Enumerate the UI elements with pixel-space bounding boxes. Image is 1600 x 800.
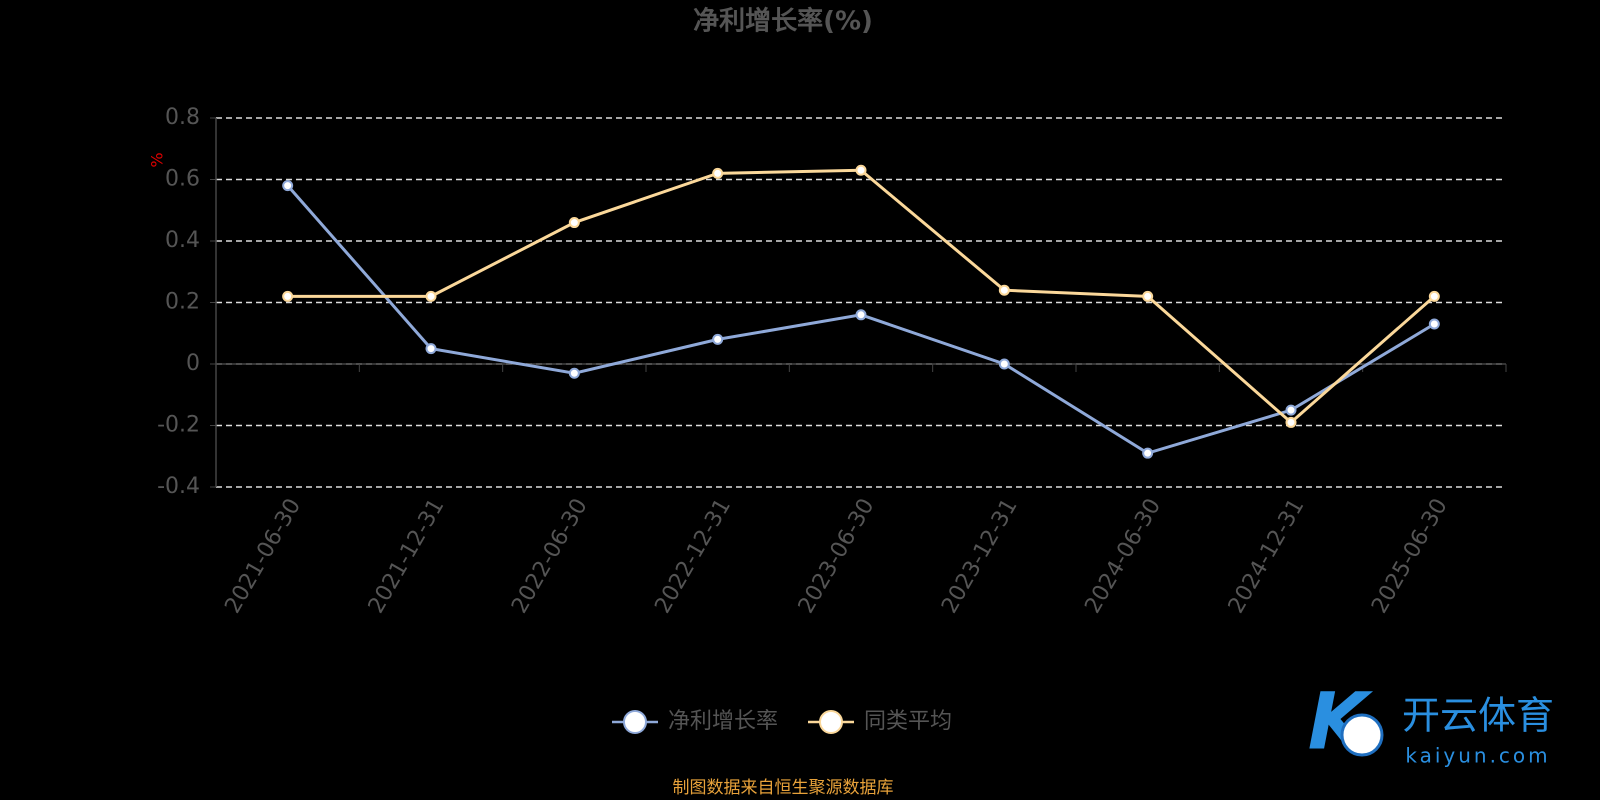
data-point [712,333,724,345]
y-tick-label: 0.2 [165,290,200,315]
legend-marker [819,710,843,734]
legend-label: 净利增长率 [668,709,778,734]
y-axis-label: % [148,152,167,167]
y-tick-label: 0.6 [165,167,200,192]
watermark-title: 开云体育 [1402,694,1554,738]
chart-title: 净利增长率(%) [693,6,873,37]
data-point [855,309,867,321]
data-point [998,358,1010,370]
x-tick-label: 2023-06-30 [794,495,880,618]
x-tick-label: 2022-06-30 [507,495,593,618]
watermark-subtitle: kaiyun.com [1405,744,1550,768]
data-point [712,167,724,179]
x-tick-label: 2025-06-30 [1367,495,1453,618]
x-tick-label: 2024-06-30 [1080,495,1166,618]
y-tick-label: 0 [186,351,200,376]
data-point [1142,447,1154,459]
x-tick-label: 2022-12-31 [650,495,736,618]
data-point [282,180,294,192]
watermark-ball [1340,713,1384,757]
legend-marker [623,710,647,734]
data-point [425,290,437,302]
data-point [855,164,867,176]
y-tick-label: -0.2 [157,413,200,438]
data-point [998,284,1010,296]
series-line [287,168,1436,425]
y-tick-label: 0.8 [165,105,200,130]
x-tick-label: 2021-12-31 [364,495,450,618]
legend-label: 同类平均 [864,709,952,734]
x-tick-label: 2024-12-31 [1224,495,1310,618]
data-point [568,217,580,229]
source-note: 制图数据来自恒生聚源数据库 [673,778,894,798]
data-point [1285,416,1297,428]
y-tick-label: -0.4 [157,474,200,499]
data-point [1428,290,1440,302]
data-point [1142,290,1154,302]
data-point [1428,318,1440,330]
y-tick-label: 0.4 [165,228,200,253]
data-point [425,343,437,355]
watermark: K 开云体育 kaiyun.com [1308,677,1554,767]
x-tick-label: 2023-12-31 [937,494,1023,617]
data-point [1285,404,1297,416]
data-point [568,367,580,379]
data-point [282,290,294,302]
x-tick-label: 2021-06-30 [220,495,306,618]
